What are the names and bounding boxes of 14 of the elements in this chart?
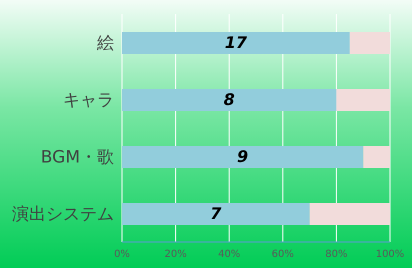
x-tick-label: 60%: [272, 249, 294, 260]
annotation: 8: [224, 90, 235, 110]
y-tick-label: BGM・歌: [40, 148, 114, 168]
x-tick-label: 80%: [325, 249, 348, 260]
annotation: 17: [224, 33, 248, 52]
annotation: 7: [210, 204, 222, 224]
y-tick-label: 絵: [96, 34, 114, 54]
x-tick-label: 40%: [218, 249, 240, 260]
y-tick-label: 演出システム: [12, 204, 114, 225]
x-tick-label: 0%: [114, 249, 130, 260]
x-tick-label: 20%: [164, 249, 187, 260]
x-tick-label: 100%: [376, 249, 404, 260]
y-tick-label: キャラ: [63, 90, 114, 111]
annotation: 9: [237, 147, 248, 166]
